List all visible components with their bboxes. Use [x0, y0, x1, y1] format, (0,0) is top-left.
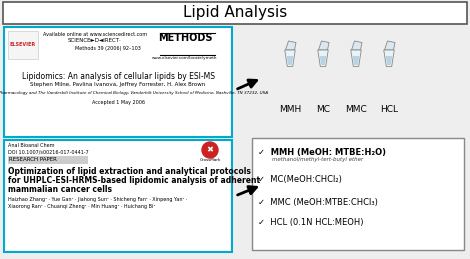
Polygon shape [352, 56, 359, 65]
Text: RESEARCH PAPER: RESEARCH PAPER [9, 157, 57, 162]
Text: Lipid Analysis: Lipid Analysis [183, 5, 287, 20]
Polygon shape [318, 50, 328, 67]
Text: MC: MC [316, 105, 330, 114]
Text: Lipidomics: An analysis of cellular lipids by ESI-MS: Lipidomics: An analysis of cellular lipi… [22, 72, 214, 81]
Text: HCL: HCL [380, 105, 398, 114]
Text: CrossMark: CrossMark [199, 158, 221, 162]
Bar [196, 141, 228, 159]
Polygon shape [384, 41, 395, 50]
Polygon shape [384, 50, 394, 67]
Bar [3, 2, 467, 24]
Text: DOI 10.1007/s00216-017-0441-7: DOI 10.1007/s00216-017-0441-7 [8, 149, 89, 154]
Text: www.elsevier.com/locate/ymeth: www.elsevier.com/locate/ymeth [152, 56, 218, 60]
Polygon shape [287, 56, 293, 65]
Polygon shape [319, 41, 329, 50]
Circle shape [202, 142, 218, 158]
Bar [252, 138, 464, 250]
Text: mammalian cancer cells: mammalian cancer cells [8, 185, 112, 194]
Text: MMC: MMC [345, 105, 367, 114]
Text: Available online at www.sciencedirect.com: Available online at www.sciencedirect.co… [43, 32, 147, 37]
Text: ✓  HCL (0.1N HCL:MEOH): ✓ HCL (0.1N HCL:MEOH) [258, 218, 363, 227]
Text: Optimization of lipid extraction and analytical protocols: Optimization of lipid extraction and ana… [8, 167, 251, 176]
Text: Stephen Milne, Pavlina Ivanova, Jeffrey Forrester, H. Alex Brown: Stephen Milne, Pavlina Ivanova, Jeffrey … [31, 82, 206, 87]
Text: Department of Pharmacology and The Vanderbilt Institute of Chemical Biology, Van: Department of Pharmacology and The Vande… [0, 91, 268, 95]
Text: Accepted 1 May 2006: Accepted 1 May 2006 [92, 100, 144, 105]
Bar [4, 27, 232, 137]
Text: Methods 39 (2006) 92–103: Methods 39 (2006) 92–103 [75, 46, 141, 51]
Text: ✓  MC(MeOH:CHCl₂): ✓ MC(MeOH:CHCl₂) [258, 175, 342, 184]
Polygon shape [320, 56, 326, 65]
Bar [8, 156, 88, 164]
Polygon shape [351, 50, 361, 67]
Text: MMH: MMH [279, 105, 301, 114]
Polygon shape [285, 50, 295, 67]
Text: ✖: ✖ [206, 146, 213, 155]
Text: methanol/methyl-tert-butyl ether: methanol/methyl-tert-butyl ether [272, 157, 363, 162]
Text: ✓  MMC (MeOH:MTBE:CHCl₃): ✓ MMC (MeOH:MTBE:CHCl₃) [258, 198, 378, 207]
Polygon shape [285, 41, 296, 50]
Text: ✓  MMH (MeOH: MTBE:H₂O): ✓ MMH (MeOH: MTBE:H₂O) [258, 148, 386, 157]
Text: Xiaorong Ran¹ · Chuanqi Zheng¹ · Min Huang¹ · Huichang Bi¹: Xiaorong Ran¹ · Chuanqi Zheng¹ · Min Hua… [8, 204, 155, 209]
Text: METHODS: METHODS [158, 33, 212, 43]
Text: Haizhao Zhang¹ · Yue Gan¹ · Jiahong Sun¹ · Shicheng Fan¹ · Xinpeng Yan¹ ·: Haizhao Zhang¹ · Yue Gan¹ · Jiahong Sun¹… [8, 197, 188, 202]
Bar [8, 31, 38, 59]
Text: SCIENCE►D◄IRECT·: SCIENCE►D◄IRECT· [68, 38, 122, 43]
Text: for UHPLC-ESI-HRMS-based lipidomic analysis of adherent: for UHPLC-ESI-HRMS-based lipidomic analy… [8, 176, 260, 185]
Text: Anal Bioanal Chem: Anal Bioanal Chem [8, 143, 55, 148]
Bar [4, 140, 232, 252]
Polygon shape [386, 56, 392, 65]
Polygon shape [352, 41, 362, 50]
Text: ELSEVIER: ELSEVIER [10, 41, 36, 47]
